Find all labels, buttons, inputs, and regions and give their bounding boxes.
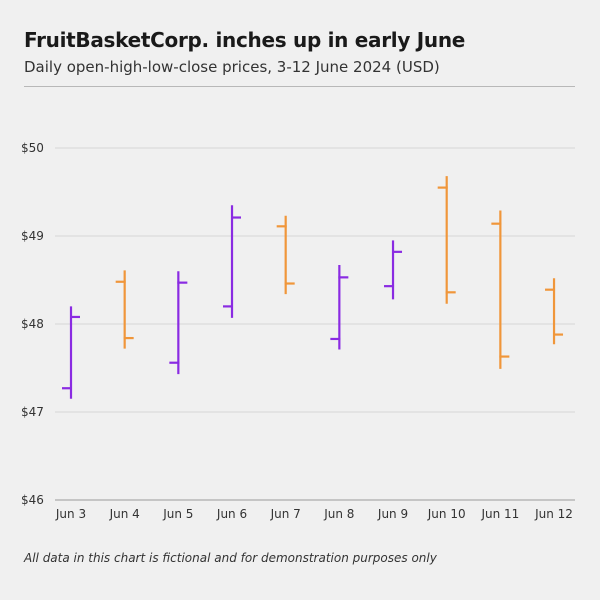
x-tick-label: Jun 3 (55, 507, 86, 521)
y-tick-label: $48 (21, 317, 44, 331)
x-tick-label: Jun 8 (323, 507, 354, 521)
chart-subtitle: Daily open-high-low-close prices, 3-12 J… (24, 58, 440, 76)
x-tick-label: Jun 4 (109, 507, 140, 521)
x-tick-label: Jun 6 (216, 507, 247, 521)
x-tick-label: Jun 9 (377, 507, 408, 521)
x-tick-label: Jun 5 (162, 507, 193, 521)
footnote: All data in this chart is fictional and … (24, 551, 437, 565)
y-tick-label: $47 (21, 405, 44, 419)
y-tick-label: $46 (21, 493, 44, 507)
header-divider (24, 86, 575, 87)
y-tick-label: $50 (21, 141, 44, 155)
x-tick-label: Jun 11 (480, 507, 519, 521)
ohlc-chart: $50 $49 $48 $47 $46 Jun 3 Jun 4 Jun 5 Jun 6 Jun 7… (21, 141, 575, 521)
x-tick-label: Jun 7 (270, 507, 301, 521)
y-tick-label: $49 (21, 229, 44, 243)
chart-title: FruitBasketCorp. inches up in early June (24, 28, 466, 52)
x-tick-label: Jun 12 (534, 507, 573, 521)
x-tick-label: Jun 10 (427, 507, 466, 521)
